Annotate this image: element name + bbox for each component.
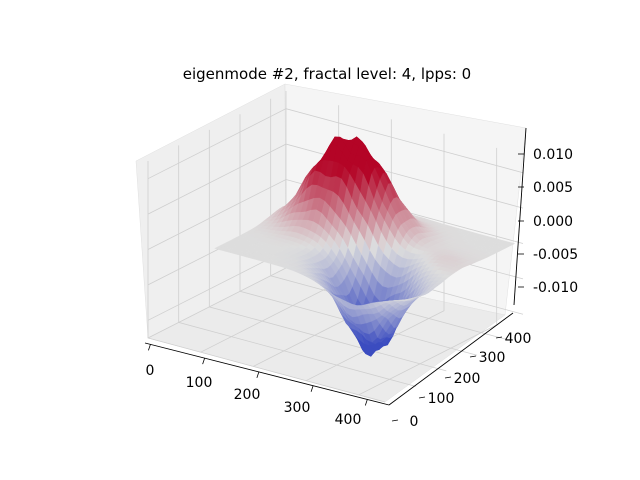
- y-tick-mark: [469, 355, 477, 358]
- z-tick-label: 0.005: [533, 180, 573, 196]
- grid-line-z: [147, 108, 524, 180]
- y-tick-mark: [418, 396, 426, 399]
- x-tick-label: 400: [335, 412, 362, 428]
- z-tick-label: 0.010: [533, 147, 573, 163]
- y-tick-mark: [444, 376, 452, 379]
- x-tick-mark: [148, 344, 151, 351]
- grid-line-y: [239, 114, 478, 356]
- grid-line-y: [178, 145, 416, 387]
- x-tick-mark: [256, 371, 260, 379]
- y-axis-line: [388, 312, 514, 406]
- y-tick-label: 100: [428, 391, 455, 407]
- tick-labels: 0 100 200 300 400 0 100 200 300 400 -0.010 -0.005 0.…: [146, 147, 579, 430]
- grid-line-x: [305, 133, 445, 382]
- x-tick-label: 0: [146, 363, 155, 379]
- axis-lines: [144, 127, 527, 422]
- x-tick-label: 200: [234, 387, 261, 403]
- surface-plot: [214, 136, 516, 357]
- y-tick-mark: [495, 336, 503, 339]
- grid-line-y: [147, 161, 386, 403]
- y-tick-label: 0: [410, 414, 419, 430]
- x-tick-mark: [310, 385, 314, 392]
- x-tick-mark: [364, 399, 368, 406]
- z-tick-label: -0.005: [533, 247, 578, 263]
- z-axis-line: [513, 127, 527, 306]
- x-tick-mark: [202, 358, 206, 365]
- z-tick-label: 0.000: [533, 214, 573, 230]
- grid-line-y: [270, 98, 508, 341]
- x-axis-line: [144, 342, 390, 406]
- grid-line-z: [147, 179, 524, 250]
- x-tick-label: 300: [284, 400, 311, 416]
- y-tick-label: 200: [454, 371, 481, 387]
- y-tick-mark: [391, 419, 399, 422]
- y-tick-label: 300: [479, 350, 506, 366]
- z-tick-label: -0.010: [533, 280, 578, 296]
- x-tick-label: 100: [186, 375, 213, 391]
- grid-line-z: [147, 143, 524, 215]
- chart-title: eigenmode #2, fractal level: 4, lpps: 0: [183, 65, 471, 83]
- y-tick-label: 400: [505, 331, 532, 347]
- surface-patch: [398, 299, 408, 302]
